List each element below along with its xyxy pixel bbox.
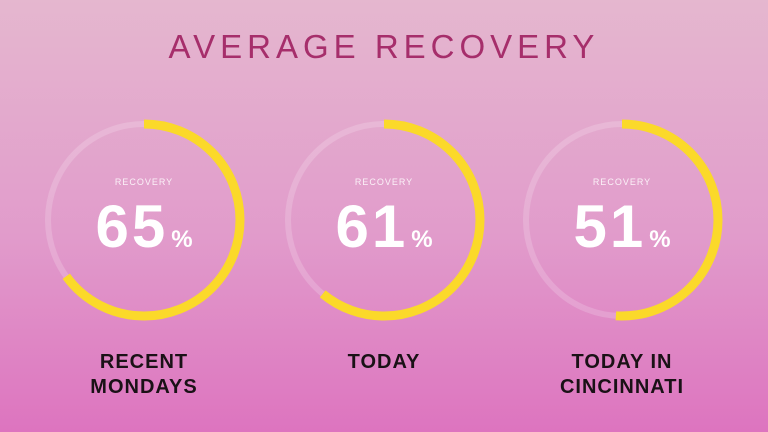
percent-sign: %	[411, 226, 433, 253]
recovery-gauge-recent-mondays: RECOVERY 65%	[42, 118, 246, 322]
gauge-value: 61%	[282, 192, 486, 261]
gauge-caption: TODAY	[347, 351, 421, 373]
gauge-label: RECOVERY	[354, 177, 414, 187]
gauge-caption: TODAY IN CINCINNATI	[559, 351, 685, 398]
percent-sign: %	[649, 226, 671, 253]
progress-ring	[43, 119, 245, 321]
gauge-number: 65	[95, 193, 169, 260]
page-title: AVERAGE RECOVERY	[168, 28, 600, 65]
ring-progress-arc	[283, 119, 485, 321]
progress-ring	[283, 119, 485, 321]
gauge-value: 65%	[42, 192, 246, 261]
recovery-gauge-today-in-cincinnati: RECOVERY 51%	[520, 118, 724, 322]
progress-ring	[521, 119, 723, 321]
percent-sign: %	[171, 226, 193, 253]
gauge-label: RECOVERY	[592, 177, 652, 187]
gauge-value: 51%	[520, 192, 724, 261]
gauge-number: 51	[573, 193, 647, 260]
recovery-gauge-today: RECOVERY 61%	[282, 118, 486, 322]
ring-progress-arc	[521, 119, 723, 321]
ring-progress-arc	[43, 119, 245, 321]
gauge-number: 61	[335, 193, 409, 260]
gauge-label: RECOVERY	[114, 177, 174, 187]
gauge-caption: RECENT MONDAYS	[90, 351, 198, 398]
